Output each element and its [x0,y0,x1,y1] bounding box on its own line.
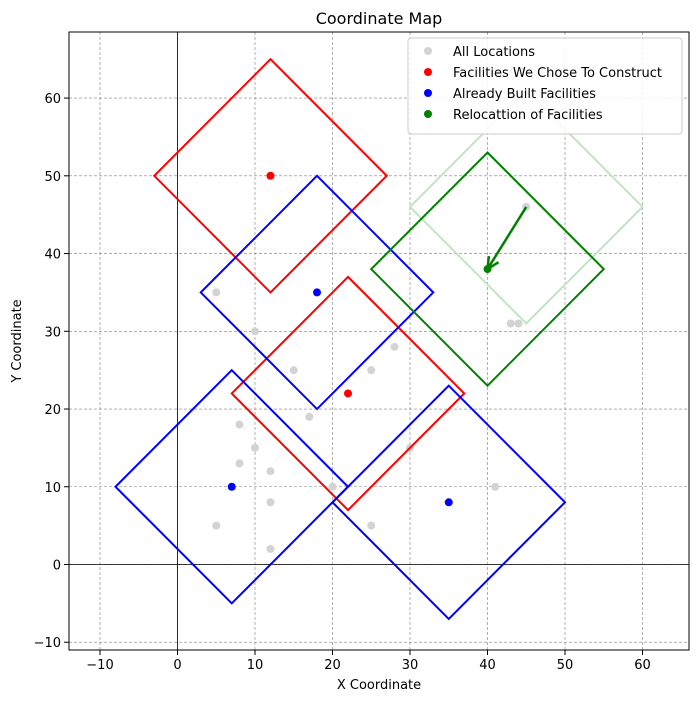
legend-box [407,37,683,135]
data-point [266,171,275,180]
relocation-arrow [486,206,528,270]
y-tick-label: 60 [44,92,61,107]
legend-entry-label: Facilities We Chose To Construct [453,66,662,81]
coverage-diamond [331,384,567,621]
chart-title: Coordinate Map [316,9,443,28]
data-point [251,443,259,452]
x-tick-label: 20 [324,658,341,673]
y-tick-label: −10 [34,636,61,651]
y-tick-label: 40 [44,248,61,263]
axis-ticks: −10 0 10 20 30 40 50 60 −10 0 10 20 30 40 50 60 [34,92,651,673]
data-point [266,544,275,553]
coverage-diamond [408,88,644,325]
data-point [289,366,298,375]
data-point [266,498,275,507]
legend: All Locations Facilities We Chose To Cons… [407,37,683,135]
x-tick-label: 50 [557,658,574,673]
y-tick-label: 20 [44,403,61,418]
legend-entry-label: Relocattion of Facilities [453,108,603,123]
x-tick-label: 60 [634,658,651,673]
data-point [328,482,337,491]
data-point [344,389,352,398]
y-tick-label: 10 [44,481,61,496]
x-tick-label: −10 [86,658,113,673]
data-point [390,342,399,351]
y-tick-label: 50 [44,170,61,185]
data-point [444,498,453,507]
x-tick-label: 0 [173,658,181,673]
legend-entry-label: All Locations [453,45,535,60]
y-axis-label: Y Coordinate [10,299,25,383]
coverage-diamond [199,174,435,411]
y-tick-label: 0 [53,558,61,573]
y-tick-label: 30 [44,325,61,340]
data-point [514,319,523,328]
data-point [227,482,236,491]
coverage-diamond [152,57,389,294]
x-tick-label: 30 [402,658,419,673]
x-tick-label: 10 [247,658,264,673]
x-tick-label: 40 [479,658,496,673]
legend-marker [424,47,432,55]
data-point [212,288,221,297]
data-point [491,482,500,491]
data-point [305,412,314,421]
legend-marker [424,89,432,97]
data-point [266,467,275,476]
legend-entry-label: Already Built Facilities [453,87,596,102]
data-point [235,459,244,468]
data-point [212,521,221,530]
plot-area [114,57,644,621]
data-point [367,521,376,530]
data-point [506,319,515,328]
legend-marker [424,110,432,118]
grid [69,32,689,650]
data-point [251,327,259,336]
coverage-diamond [114,368,350,605]
legend-marker [424,68,432,76]
relocation-arrow-head [485,256,500,272]
data-point [235,420,244,429]
coverage-diamond [230,275,466,512]
data-point [313,288,321,297]
coverage-diamond [369,151,606,388]
plot-frame [68,31,690,651]
x-axis-label: X Coordinate [337,678,421,693]
data-point [367,366,376,375]
